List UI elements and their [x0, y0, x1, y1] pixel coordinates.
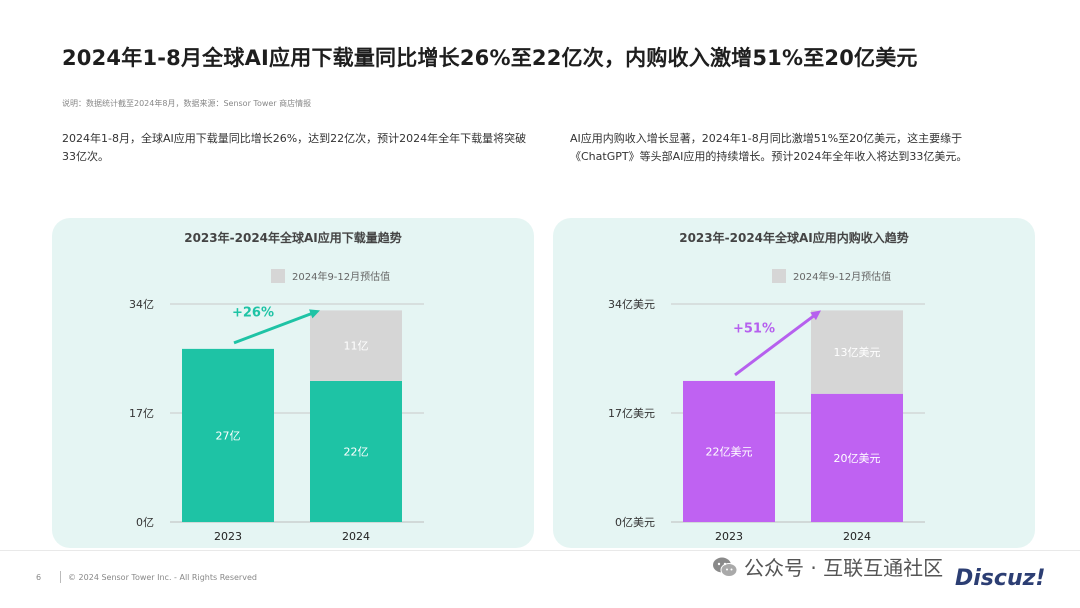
- y-tick-label: 34亿美元: [608, 298, 655, 311]
- x-tick-label: 2023: [715, 530, 743, 543]
- legend-label-estimate: 2024年9-12月预估值: [793, 270, 891, 283]
- growth-annotation: +26%: [232, 306, 274, 321]
- bar-value-label: 22亿: [344, 445, 369, 458]
- discuz-logo: Discuz!: [955, 566, 1046, 591]
- bar-2024-actual: [811, 393, 903, 522]
- y-tick-label: 17亿: [129, 407, 154, 420]
- x-tick-label: 2024: [342, 530, 370, 543]
- bar-value-label: 22亿美元: [706, 445, 753, 458]
- copyright-text: © 2024 Sensor Tower Inc. - All Rights Re…: [68, 573, 257, 582]
- x-tick-label: 2023: [214, 530, 242, 543]
- legend-label-estimate: 2024年9-12月预估值: [292, 270, 390, 283]
- bar-value-label: 27亿: [216, 429, 241, 442]
- revenue-description: AI应用内购收入增长显著，2024年1-8月同比激增51%至20亿美元，这主要缘…: [570, 132, 968, 163]
- footer-separator: [60, 571, 61, 583]
- y-tick-label: 17亿美元: [608, 407, 655, 420]
- downloads-chart-panel: 2023年-2024年全球AI应用下载量趋势 2024年9-12月预估值 0亿 17亿…: [52, 218, 534, 548]
- data-source-note: 说明：数据统计截至2024年8月，数据来源：Sensor Tower 商店情报: [62, 99, 312, 108]
- bar-value-label: 11亿: [344, 340, 369, 353]
- downloads-description: 2024年1-8月，全球AI应用下载量同比增长26%，达到22亿次，预计2024…: [62, 132, 527, 163]
- y-tick-label: 0亿美元: [615, 516, 655, 529]
- growth-arrow: [233, 311, 315, 345]
- bar-2024-estimate: [310, 310, 402, 381]
- y-tick-label: 34亿: [129, 298, 154, 311]
- page-title: 2024年1-8月全球AI应用下载量同比增长26%至22亿次，内购收入激增51%…: [62, 46, 918, 70]
- revenue-chart: 2023年-2024年全球AI应用内购收入趋势 2024年9-12月预估值 0亿美元…: [608, 230, 925, 543]
- wechat-watermark: 公众号 · 互联互通社区: [712, 552, 943, 581]
- y-tick-label: 0亿: [136, 516, 154, 529]
- footer-divider: [0, 550, 1080, 551]
- legend-swatch-estimate: [271, 269, 285, 283]
- growth-annotation: +51%: [733, 322, 775, 337]
- growth-arrow: [734, 312, 818, 377]
- page-number: 6: [36, 573, 42, 582]
- growth-arrow-head: [810, 310, 821, 321]
- chart-title: 2023年-2024年全球AI应用下载量趋势: [184, 230, 402, 245]
- growth-arrow-head: [309, 309, 320, 319]
- chart-title: 2023年-2024年全球AI应用内购收入趋势: [679, 230, 909, 245]
- bar-2024-actual: [310, 380, 402, 522]
- bar-value-label: 13亿美元: [834, 346, 881, 359]
- bar-2024-estimate: [811, 310, 903, 394]
- wechat-icon: [713, 557, 738, 577]
- bar-2023-actual: [182, 348, 274, 522]
- watermark-text: 公众号 · 互联互通社区: [744, 556, 944, 580]
- x-tick-label: 2024: [843, 530, 871, 543]
- legend-swatch-estimate: [772, 269, 786, 283]
- downloads-chart: 2023年-2024年全球AI应用下载量趋势 2024年9-12月预估值 0亿 17亿…: [129, 230, 424, 543]
- bar-2023-actual: [683, 380, 775, 522]
- revenue-chart-panel: 2023年-2024年全球AI应用内购收入趋势 2024年9-12月预估值 0亿美元…: [553, 218, 1035, 548]
- bar-value-label: 20亿美元: [834, 452, 881, 465]
